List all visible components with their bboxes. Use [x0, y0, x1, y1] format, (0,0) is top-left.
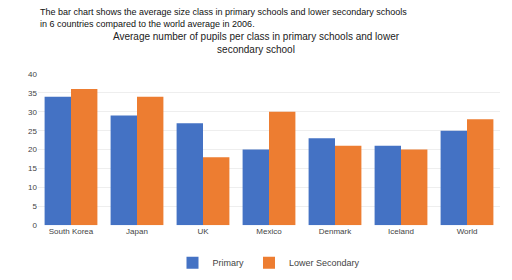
svg-text:40: 40	[28, 70, 37, 79]
svg-text:Japan: Japan	[126, 227, 148, 236]
svg-text:Lower Secondary: Lower Secondary	[289, 258, 360, 268]
svg-text:30: 30	[28, 108, 37, 117]
svg-text:Primary: Primary	[213, 258, 244, 268]
svg-text:Average number of pupils per c: Average number of pupils per class in pr…	[113, 31, 400, 55]
svg-text:The bar chart shows the averag: The bar chart shows the average size cla…	[40, 7, 407, 29]
svg-text:10: 10	[28, 183, 37, 192]
svg-text:15: 15	[28, 164, 37, 173]
svg-text:World: World	[457, 227, 478, 236]
svg-text:Mexico: Mexico	[256, 227, 282, 236]
svg-text:South Korea: South Korea	[49, 227, 94, 236]
svg-text:0: 0	[33, 221, 38, 230]
svg-text:Iceland: Iceland	[388, 227, 414, 236]
svg-text:35: 35	[28, 89, 37, 98]
svg-text:Denmark: Denmark	[319, 227, 352, 236]
svg-text:20: 20	[28, 145, 37, 154]
svg-text:25: 25	[28, 127, 37, 136]
svg-text:5: 5	[33, 202, 38, 211]
svg-text:UK: UK	[197, 227, 209, 236]
